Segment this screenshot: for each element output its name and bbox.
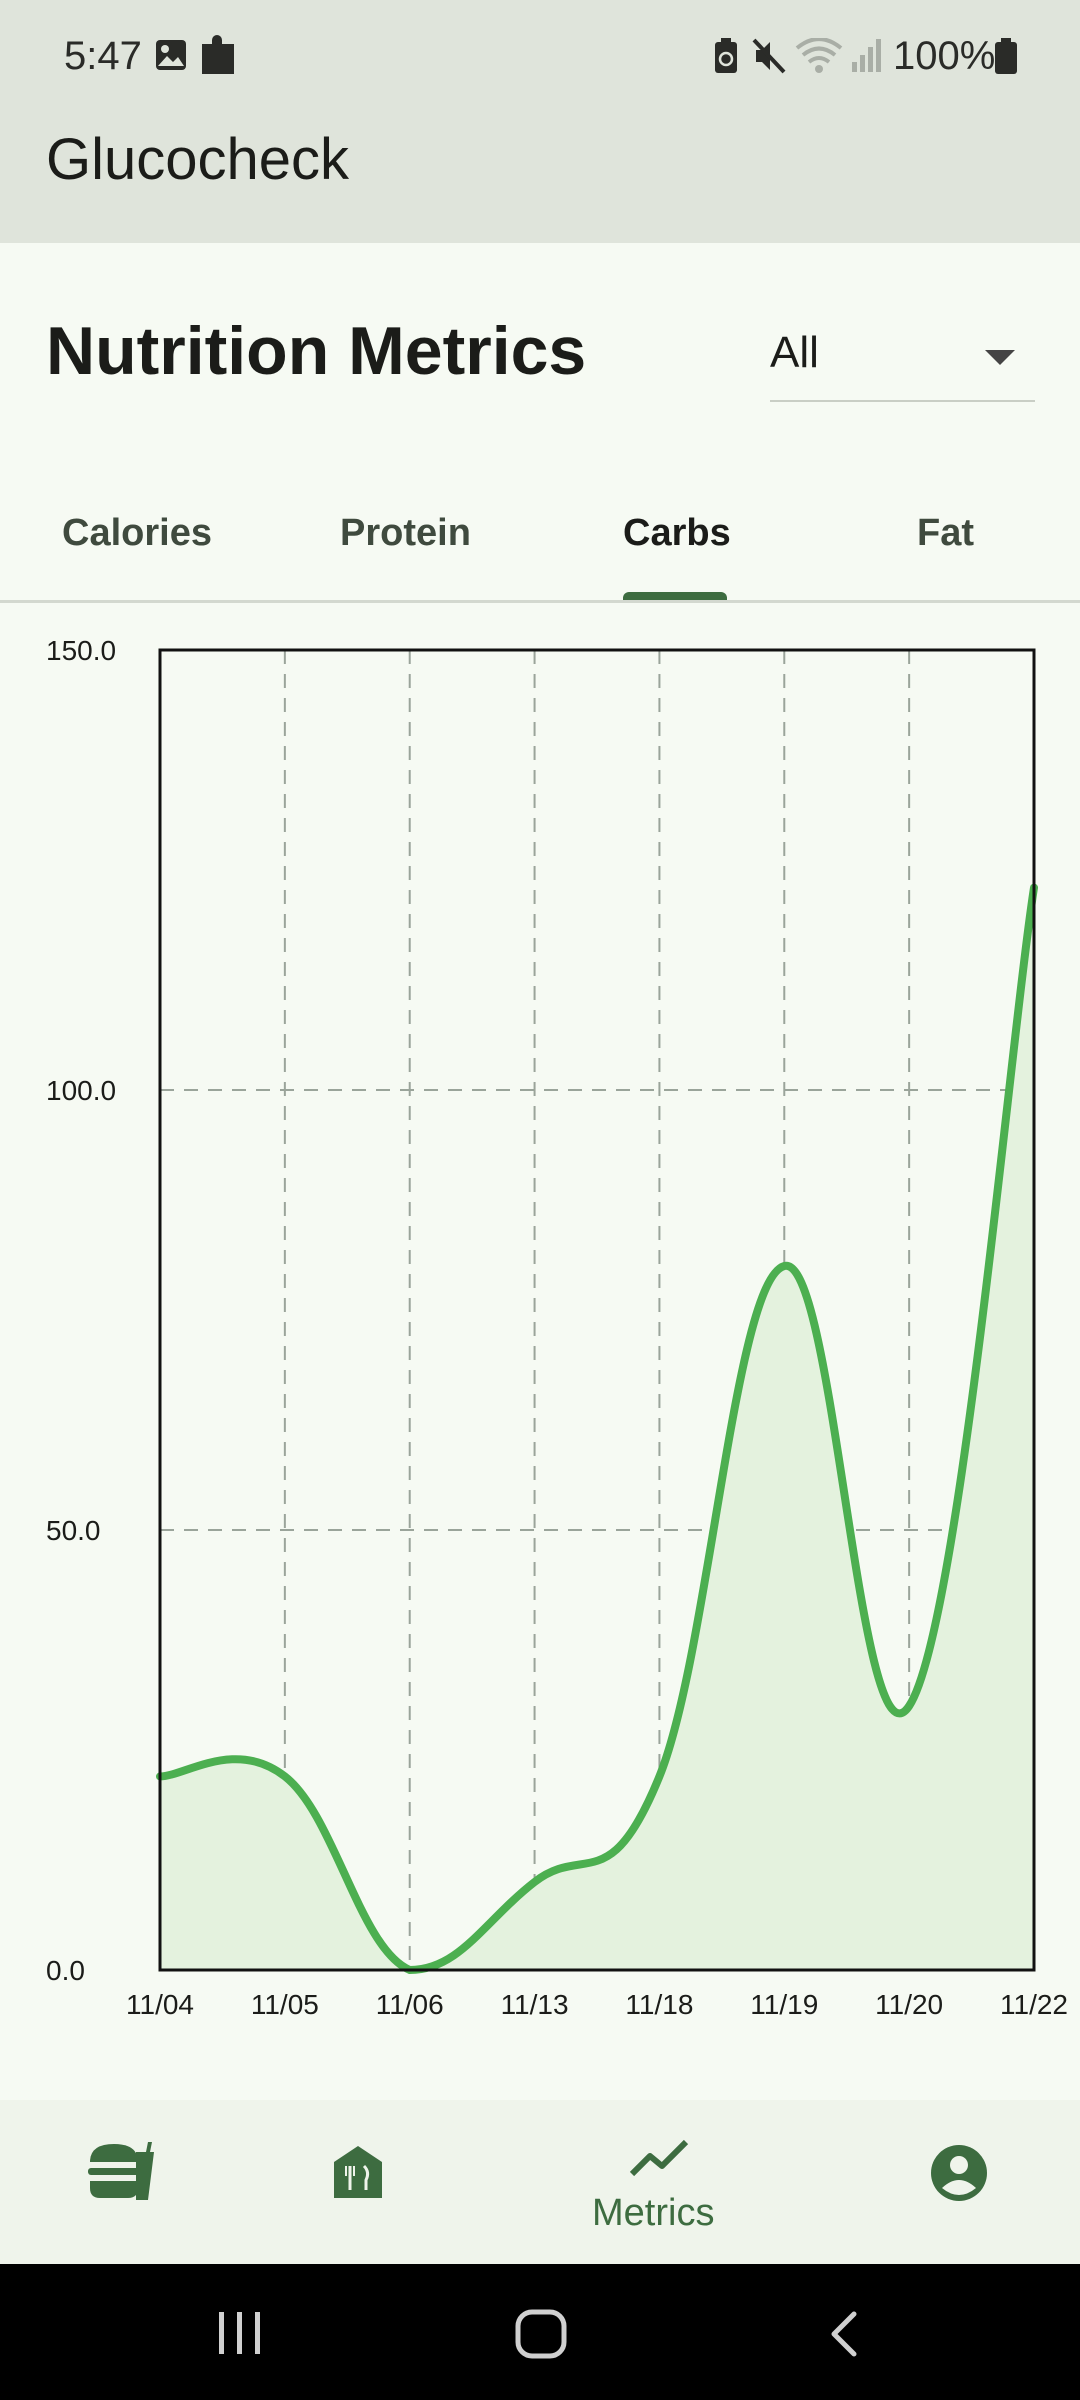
nav-metrics[interactable]: Metrics [560, 2100, 760, 2264]
home-icon[interactable] [514, 2308, 568, 2360]
chart-series-line [156, 883, 1038, 1975]
tab-carbs[interactable]: Carbs [623, 512, 731, 554]
carbs-line-chart: 0.0 50.0 100.0 150.0 11/04 11/05 11/06 11/13 11… [46, 635, 1068, 2020]
status-bar: 5:47 [0, 0, 1080, 118]
battery-saver-icon [715, 38, 737, 73]
metric-tabs: Calories Protein Carbs Fat [0, 480, 1080, 604]
filter-selected-value: All [770, 328, 819, 377]
nav-restaurants[interactable] [280, 2100, 440, 2264]
system-navigation-bar [0, 2264, 1080, 2400]
chevron-down-icon [985, 350, 1015, 365]
active-tab-indicator [623, 592, 727, 602]
tab-protein[interactable]: Protein [340, 512, 471, 554]
filter-dropdown[interactable]: All [770, 322, 1035, 402]
nav-metrics-label: Metrics [592, 2192, 715, 2234]
tabs-divider [0, 600, 1080, 603]
top-bar: 5:47 [0, 0, 1080, 243]
x-tick-label: 11/13 [501, 1989, 569, 2020]
chart-frame [158, 648, 1036, 1972]
restaurant-icon [334, 2146, 382, 2198]
battery-percentage: 100% [893, 34, 996, 78]
mute-icon [752, 38, 786, 74]
chart-area-fill [160, 887, 1034, 1970]
y-tick-label: 50.0 [46, 1515, 101, 1546]
x-tick-label: 11/18 [625, 1989, 693, 2020]
profile-icon [931, 2145, 987, 2201]
x-tick-label: 11/06 [376, 1989, 444, 2020]
y-tick-label: 0.0 [46, 1955, 85, 1986]
signal-icon [852, 39, 881, 72]
x-tick-label: 11/19 [750, 1989, 818, 2020]
bottom-navigation: Metrics [0, 2100, 1080, 2264]
y-tick-label: 150.0 [46, 635, 116, 666]
x-tick-label: 11/05 [251, 1989, 319, 2020]
page-title: Nutrition Metrics [46, 313, 587, 389]
tab-fat[interactable]: Fat [917, 512, 974, 554]
metrics-icon [630, 2139, 689, 2177]
image-notification-icon [156, 40, 186, 70]
recent-apps-icon[interactable] [215, 2310, 265, 2356]
y-tick-label: 100.0 [46, 1075, 116, 1106]
puzzle-notification-icon [202, 35, 234, 74]
battery-icon [995, 38, 1017, 74]
app-title: Glucocheck [46, 127, 350, 192]
x-tick-label: 11/04 [126, 1989, 194, 2020]
x-tick-label: 11/22 [1000, 1989, 1068, 2020]
meal-icon [88, 2142, 154, 2200]
nav-profile[interactable] [880, 2100, 1040, 2264]
status-time: 5:47 [64, 34, 142, 78]
wifi-icon [795, 38, 843, 73]
x-tick-label: 11/20 [875, 1989, 943, 2020]
back-icon[interactable] [826, 2310, 860, 2358]
nav-meals[interactable] [40, 2100, 200, 2264]
tab-calories[interactable]: Calories [62, 512, 212, 554]
